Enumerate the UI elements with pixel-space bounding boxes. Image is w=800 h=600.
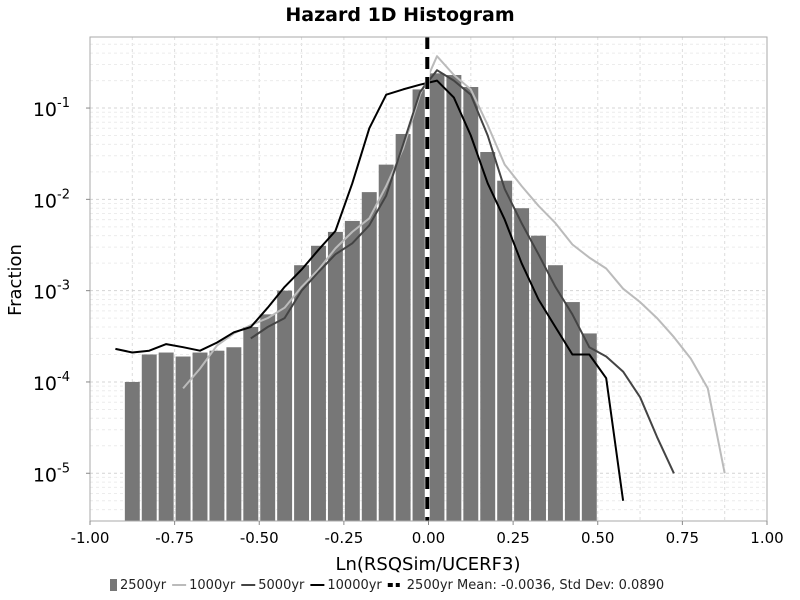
legend-swatch-bar (110, 579, 117, 591)
histogram-bar (531, 235, 546, 521)
histogram-bar (514, 208, 530, 522)
chart-title: Hazard 1D Histogram (285, 4, 514, 26)
x-tick-label: 0.75 (666, 529, 699, 547)
histogram-bar (277, 290, 293, 521)
legend-label: 10000yr (327, 578, 382, 593)
histogram-bar (547, 265, 563, 521)
histogram-bar (260, 314, 276, 521)
x-axis-ticks: -1.00 -0.75 -0.50 -0.25 0.00 0.25 0.50 0.75 1.00 (71, 521, 784, 547)
histogram-bar (294, 265, 310, 521)
y-tick-label: 10-2 (33, 187, 70, 212)
histogram-bar (344, 220, 360, 521)
x-tick-label: -0.75 (155, 529, 194, 547)
histogram-bar (446, 75, 462, 521)
histogram-bar (412, 89, 428, 522)
histogram-bar (361, 192, 377, 521)
histogram-bar (327, 231, 343, 521)
legend-label: 2500yr (120, 578, 167, 593)
histogram-bar (226, 347, 242, 521)
x-tick-label: 1.00 (750, 529, 783, 547)
histogram-bar (124, 381, 140, 521)
x-axis-label: Ln(RSQSim/UCERF3) (335, 554, 520, 575)
histogram-bar (497, 180, 513, 521)
y-axis-ticks: 10-5 10-4 10-3 10-2 10-1 (33, 96, 90, 486)
y-tick-label: 10-5 (33, 461, 70, 486)
histogram-bar (581, 333, 597, 521)
histogram-bar (311, 245, 326, 521)
y-tick-label: 10-3 (33, 279, 70, 304)
histogram-bars (124, 73, 597, 522)
histogram-bar (480, 152, 496, 522)
x-tick-label: -0.25 (324, 529, 363, 547)
series-line-1000yr (182, 55, 726, 474)
legend-label: 2500yr Mean: -0.0036, Std Dev: 0.0890 (407, 578, 664, 593)
x-tick-label: 0.25 (496, 529, 529, 547)
series-lines (115, 55, 726, 501)
y-axis-label: Fraction (5, 244, 26, 316)
x-tick-label: -1.00 (71, 529, 110, 547)
x-tick-label: -0.50 (240, 529, 279, 547)
histogram-bar (158, 352, 174, 521)
x-tick-label: 0.50 (581, 529, 614, 547)
legend: 2500yr 1000yr 5000yr 10000yr 2500yr Mean: -0… (110, 578, 664, 593)
histogram-bar (378, 164, 394, 521)
histogram-bar (243, 326, 259, 521)
legend-label: 1000yr (189, 578, 236, 593)
histogram-bar (209, 350, 225, 521)
histogram-bar (192, 352, 208, 521)
histogram-bar (395, 133, 411, 521)
x-tick-label: 0.00 (412, 529, 445, 547)
histogram-bar (463, 87, 479, 522)
histogram-bar (429, 73, 445, 521)
legend-label: 5000yr (258, 578, 305, 593)
y-tick-label: 10-1 (33, 96, 70, 121)
series-line-10000yr (115, 79, 625, 501)
histogram-bar (141, 354, 157, 521)
histogram-bar (564, 302, 580, 521)
y-tick-label: 10-4 (33, 370, 70, 395)
histogram-bar (175, 356, 191, 521)
series-line-5000yr (250, 69, 675, 474)
